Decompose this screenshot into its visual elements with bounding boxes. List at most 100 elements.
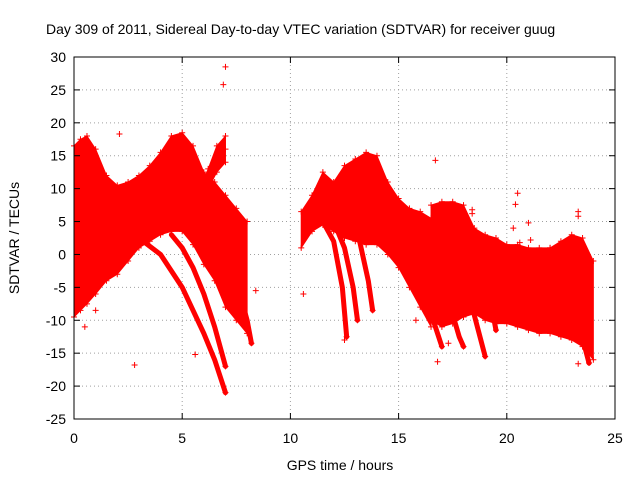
edge-marker (77, 136, 84, 143)
edge-marker (417, 304, 424, 311)
y-tick-label: 15 (50, 148, 66, 164)
y-tick-label: 25 (50, 82, 66, 98)
x-tick-label: 15 (391, 430, 407, 446)
edge-marker (503, 241, 510, 248)
edge-marker (460, 313, 467, 320)
y-tick-label: -5 (54, 279, 67, 295)
edge-marker (363, 241, 370, 248)
x-tick-label: 10 (283, 430, 299, 446)
dip-streak (417, 271, 445, 350)
edge-marker (395, 264, 402, 271)
edge-marker (406, 284, 413, 291)
edge-marker (557, 238, 564, 245)
edge-marker (547, 330, 554, 337)
edge-marker (103, 277, 110, 284)
edge-marker (525, 327, 532, 334)
chart-title: Day 309 of 2011, Sidereal Day-to-day VTE… (46, 21, 555, 37)
data-points (71, 63, 597, 396)
plot-frame (73, 56, 616, 420)
outlier-point (131, 362, 138, 369)
edge-marker (438, 323, 445, 330)
dip-end-marker (248, 340, 255, 347)
y-tick-labels: -25 -20 -15 -10 -5 0 5 10 15 20 25 30 (46, 49, 66, 427)
outlier-point (434, 358, 441, 365)
edge-marker (92, 290, 99, 297)
dip-streak (348, 219, 376, 313)
outlier-point (575, 360, 582, 367)
edge-marker (373, 241, 380, 248)
edge-marker (222, 304, 229, 311)
dip-end-marker (586, 360, 593, 367)
edge-marker (449, 198, 456, 205)
edge-marker (579, 235, 586, 241)
dip-streak (569, 291, 592, 366)
outlier-point (510, 225, 517, 232)
edge-marker (168, 132, 175, 139)
edge-marker (196, 198, 203, 205)
edge-marker (222, 192, 229, 199)
edge-marker (492, 235, 499, 241)
outlier-point (469, 210, 476, 217)
edge-marker (525, 244, 532, 251)
x-tick-label: 20 (499, 430, 515, 446)
y-tick-label: 5 (58, 214, 66, 230)
edge-marker (373, 152, 380, 159)
outlier-point (252, 287, 259, 294)
outlier-point (514, 190, 521, 197)
y-tick-label: -10 (46, 312, 66, 328)
y-tick-label: -15 (46, 345, 66, 361)
edge-marker (363, 149, 370, 156)
edge-marker (135, 172, 142, 179)
outlier-point (512, 201, 519, 208)
edge-marker (135, 244, 142, 251)
outlier-point (516, 239, 523, 246)
outlier-point (547, 244, 554, 251)
edge-marker (319, 169, 326, 176)
edge-marker (395, 195, 402, 202)
edge-marker (384, 179, 391, 186)
edge-marker (103, 172, 110, 179)
edge-marker (244, 218, 251, 225)
y-tick-label: -25 (46, 411, 66, 427)
x-tick-label: 25 (607, 430, 623, 446)
dip-streak (439, 271, 467, 350)
edge-marker (557, 333, 564, 340)
edge-marker (482, 317, 489, 324)
edge-marker (341, 162, 348, 169)
edge-marker (200, 169, 207, 176)
outlier-point (116, 131, 123, 138)
dip-streak (482, 278, 499, 333)
edge-marker (233, 205, 240, 212)
y-tick-label: -20 (46, 378, 66, 394)
edge-marker (384, 251, 391, 258)
edge-marker (309, 228, 316, 235)
edge-marker (222, 132, 229, 139)
edge-marker (196, 188, 203, 195)
edge-marker (83, 300, 90, 307)
edge-marker (590, 356, 597, 363)
edge-marker (114, 182, 121, 189)
edge-marker (438, 198, 445, 205)
outlier-point (412, 317, 419, 324)
outlier-point (220, 81, 227, 88)
y-tick-label: 10 (50, 181, 66, 197)
edge-marker (77, 307, 84, 314)
outlier-point (527, 236, 534, 243)
edge-marker (125, 179, 132, 186)
edge-marker (428, 202, 435, 209)
y-tick-label: 20 (50, 115, 66, 131)
dip-end-marker (222, 363, 229, 370)
edge-marker (146, 162, 153, 169)
edge-marker (568, 337, 575, 344)
dip-end-marker (354, 317, 361, 324)
edge-marker (213, 169, 220, 176)
x-axis-label: GPS time / hours (287, 457, 394, 473)
y-tick-label: 0 (58, 246, 66, 262)
dip-streak (201, 219, 254, 346)
dip-streak (461, 271, 488, 359)
dip-end-marker (492, 327, 499, 334)
outlier-point (525, 219, 532, 226)
edge-marker (179, 129, 186, 136)
x-tick-label: 5 (178, 430, 186, 446)
edge-marker (406, 205, 413, 212)
